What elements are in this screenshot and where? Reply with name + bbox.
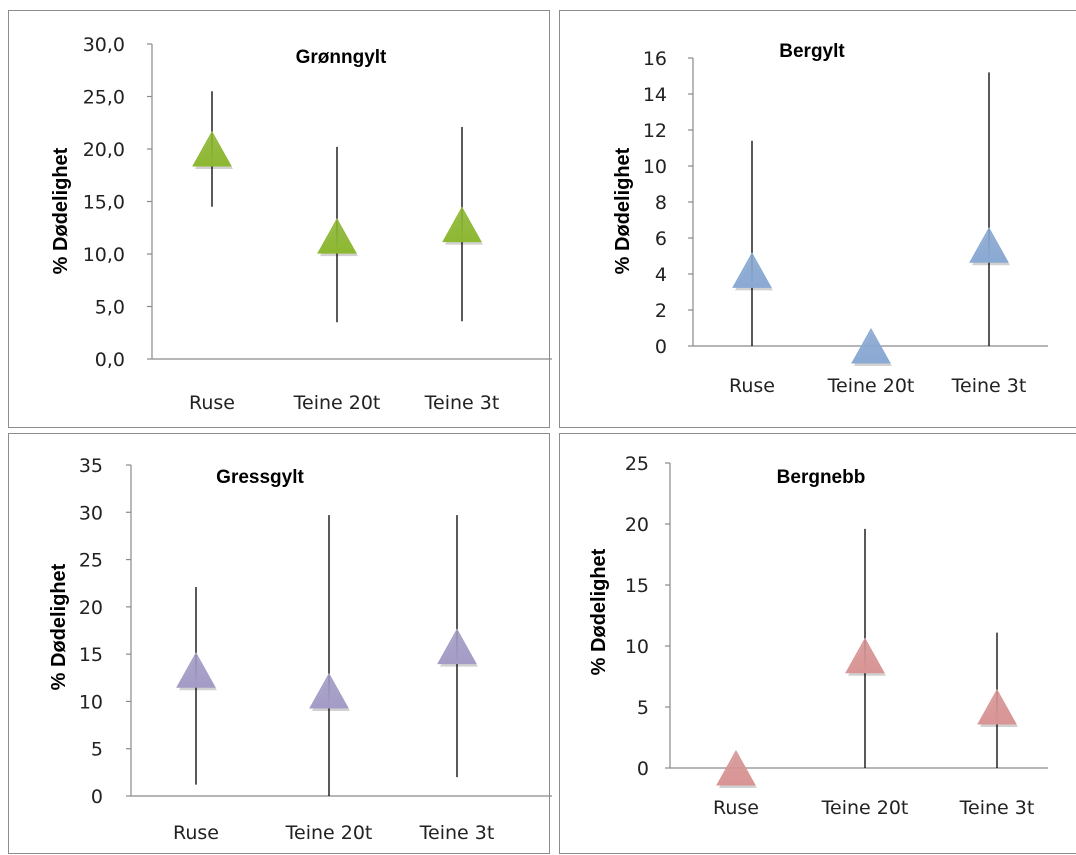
x-tick-label: Ruse — [713, 797, 759, 819]
data-point — [977, 688, 1017, 725]
chart-svg-gressgylt: Gressgylt % Dødelighet 0 5 10 15 20 25 30 35 Rus… — [48, 455, 552, 844]
y-tick-label: 35 — [79, 455, 103, 477]
x-tick-label: Ruse — [729, 375, 775, 397]
data-point — [969, 227, 1009, 263]
y-axis-label: % Dødelighet — [50, 147, 72, 274]
y-tick-label: 5,0 — [95, 297, 125, 319]
chart-svg-bergylt: Bergylt % Dødelighet 0 2 4 6 8 10 12 14 16 Ruse Te… — [612, 41, 1048, 397]
data-point — [192, 130, 232, 167]
y-tick-label: 15 — [79, 644, 103, 666]
x-tick-label: Teine 20t — [827, 375, 915, 397]
x-tick-label: Teine 3t — [419, 822, 495, 844]
chart-panel-gronngylt: Grønngylt % Dødelighet 0,0 5,0 10,0 15,0 20,… — [8, 10, 552, 428]
plot-area: 0 5 10 15 20 25 30 35 Ruse Teine 20t Teine 3t — [79, 455, 552, 844]
y-tick-label: 20,0 — [83, 139, 125, 161]
y-tick-label: 14 — [643, 84, 667, 106]
y-tick-label: 0 — [637, 758, 649, 780]
y-tick-label: 25 — [625, 453, 649, 475]
x-tick-label: Teine 20t — [293, 392, 381, 414]
plot-area: 0 5 10 15 20 25 Ruse Teine 20t Teine 3t — [625, 453, 1048, 819]
x-tick-label: Ruse — [189, 392, 235, 414]
y-tick-label: 12 — [643, 120, 667, 142]
chart-title: Bergylt — [779, 41, 845, 62]
y-tick-label: 6 — [655, 228, 667, 250]
y-tick-label: 0,0 — [95, 349, 125, 371]
x-tick-label: Ruse — [173, 822, 219, 844]
data-point — [176, 652, 216, 688]
y-tick-label: 30 — [79, 502, 103, 524]
chart-panel-bergnebb: Bergnebb % Dødelighet 0 5 10 15 20 25 Ruse Tein… — [559, 433, 1076, 854]
y-axis-label: % Dødelighet — [588, 548, 610, 675]
y-tick-label: 0 — [655, 336, 667, 358]
chart-title: Bergnebb — [777, 467, 866, 488]
y-tick-label: 15 — [625, 575, 649, 597]
y-axis-label: % Dødelighet — [48, 563, 70, 690]
x-tick-label: Teine 20t — [285, 822, 373, 844]
chart-panel-gressgylt: Gressgylt % Dødelighet 0 5 10 15 20 25 30 35 Rus… — [8, 433, 552, 854]
data-point — [309, 673, 349, 709]
y-tick-label: 16 — [643, 48, 667, 70]
x-tick-label: Teine 20t — [821, 797, 909, 819]
y-tick-label: 25,0 — [83, 87, 125, 109]
y-tick-label: 10,0 — [83, 244, 125, 266]
chart-svg-bergnebb: Bergnebb % Dødelighet 0 5 10 15 20 25 Ruse Tein… — [588, 453, 1048, 819]
chart-title: Grønngylt — [296, 47, 387, 68]
y-tick-label: 8 — [655, 192, 667, 214]
y-axis-label: % Dødelighet — [612, 147, 634, 274]
x-tick-label: Teine 3t — [951, 375, 1027, 397]
y-tick-label: 10 — [643, 156, 667, 178]
data-point — [437, 628, 477, 665]
y-tick-label: 30,0 — [83, 34, 125, 56]
plot-area: 0,0 5,0 10,0 15,0 20,0 25,0 30,0 Ruse Teine 20t T… — [83, 34, 552, 414]
y-tick-label: 5 — [91, 739, 103, 761]
x-tick-label: Teine 3t — [959, 797, 1035, 819]
y-tick-label: 2 — [655, 300, 667, 322]
y-tick-label: 10 — [79, 691, 103, 713]
y-tick-label: 15,0 — [83, 192, 125, 214]
data-point — [732, 252, 772, 288]
chart-panel-bergylt: Bergylt % Dødelighet 0 2 4 6 8 10 12 14 16 Ruse Te… — [559, 10, 1076, 428]
chart-title: Gressgylt — [216, 467, 304, 488]
y-tick-label: 10 — [625, 636, 649, 658]
y-tick-label: 0 — [91, 786, 103, 808]
y-tick-label: 25 — [79, 550, 103, 572]
data-point — [845, 637, 885, 674]
y-tick-label: 5 — [637, 697, 649, 719]
data-point — [851, 327, 891, 364]
data-point — [442, 206, 482, 243]
chart-svg-gronngylt: Grønngylt % Dødelighet 0,0 5,0 10,0 15,0 20,… — [50, 34, 552, 414]
y-tick-label: 20 — [79, 597, 103, 619]
data-point — [716, 749, 756, 786]
data-point — [317, 218, 357, 254]
y-tick-label: 20 — [625, 514, 649, 536]
plot-area: 0 2 4 6 8 10 12 14 16 Ruse Teine 20t Teine 3t — [643, 48, 1048, 397]
x-tick-label: Teine 3t — [424, 392, 500, 414]
y-tick-label: 4 — [655, 264, 667, 286]
